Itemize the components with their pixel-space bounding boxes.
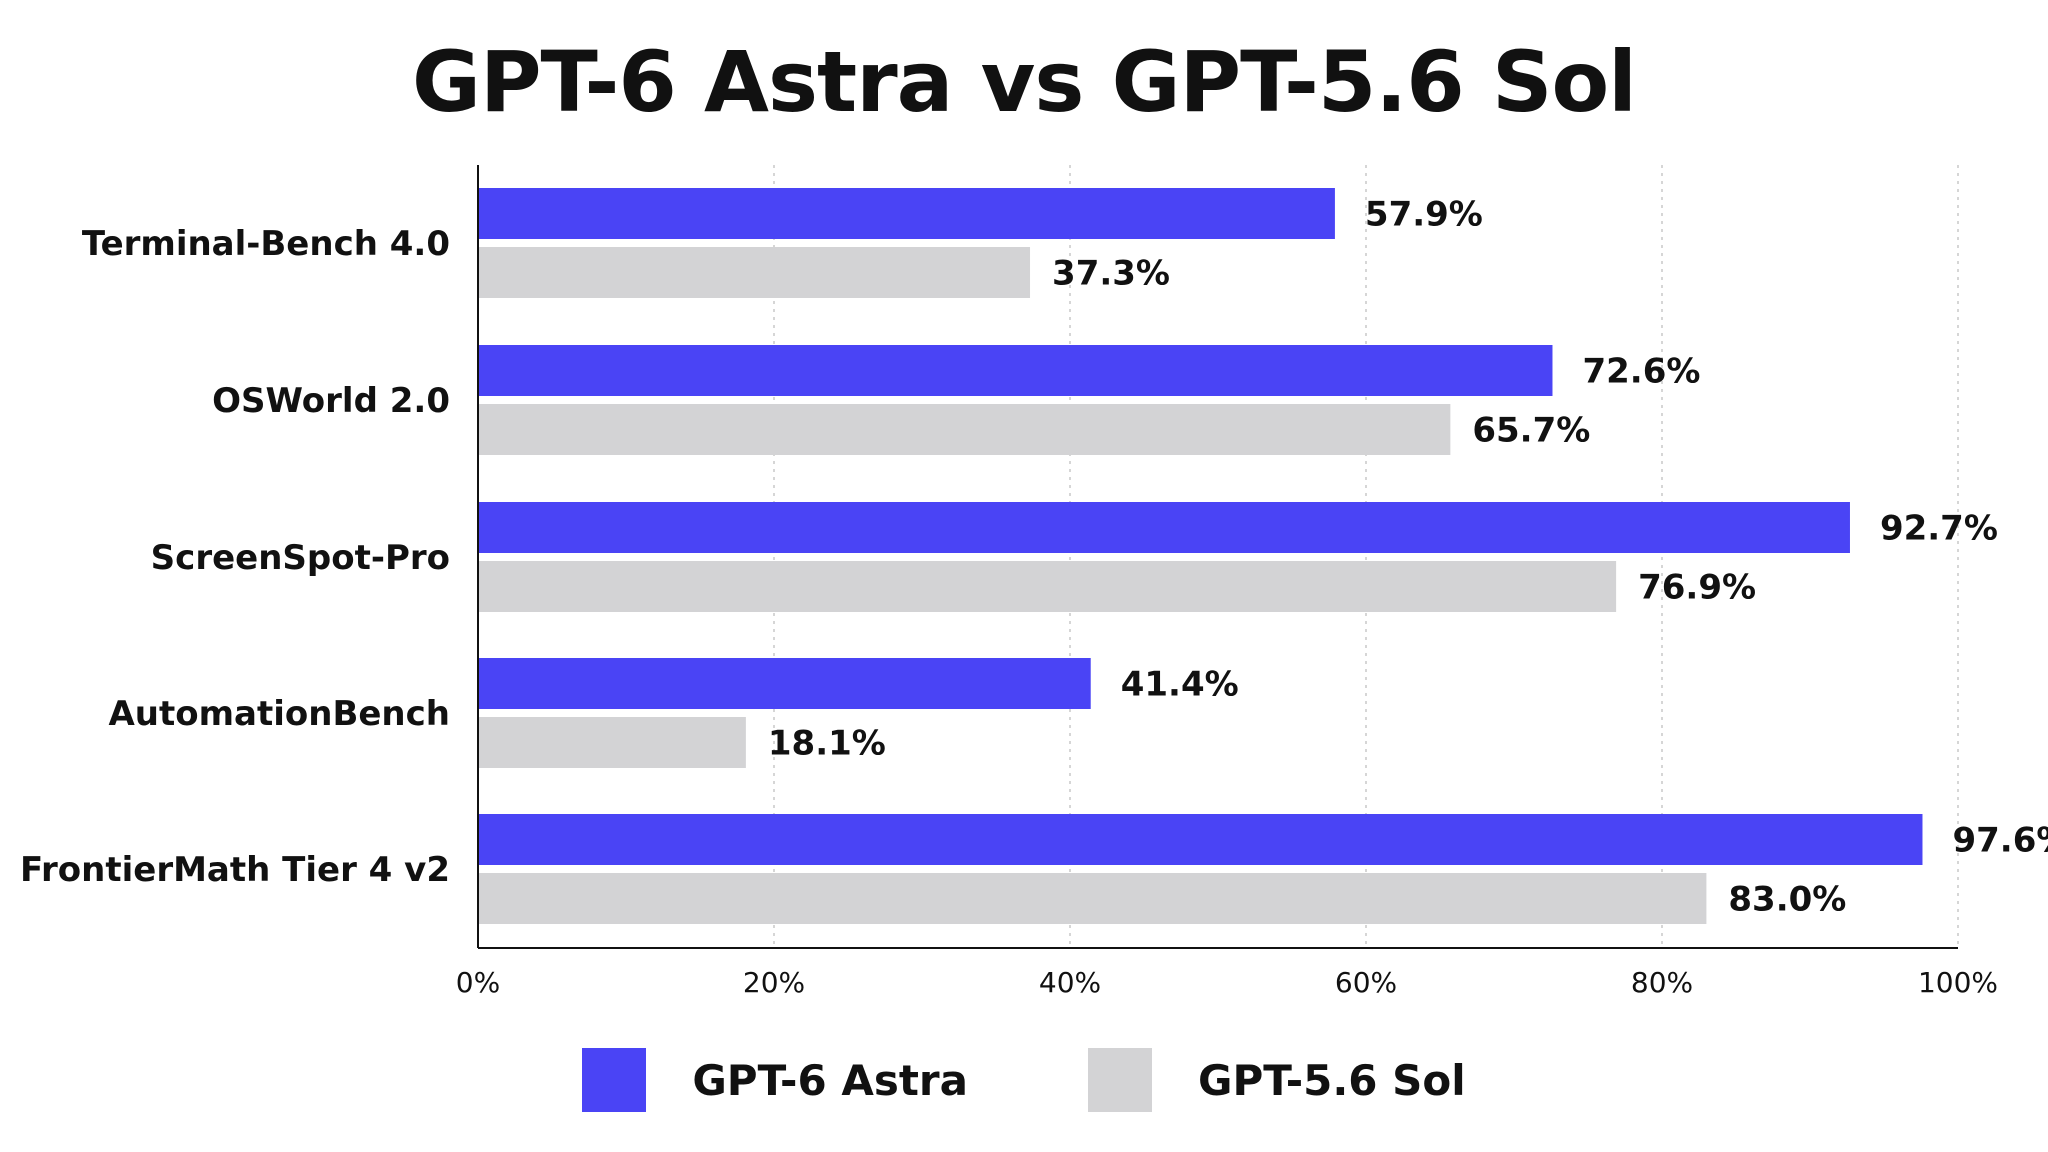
- category-label-osworld-2-0: OSWorld 2.0: [212, 381, 450, 421]
- category-labels: Terminal-Bench 4.0 OSWorld 2.0 ScreenSpot-…: [20, 224, 450, 890]
- value-label-gpt-6-astra-screenspot-pro: 92.7%: [1880, 509, 1998, 549]
- legend-item-gpt-5-6-sol: GPT-5.6 Sol: [1087, 1048, 1466, 1112]
- category-label-frontiermath-tier-4-v2: FrontierMath Tier 4 v2: [20, 850, 450, 890]
- value-label-gpt-5-6-sol-osworld-2-0: 65.7%: [1472, 411, 1590, 451]
- category-label-automationbench: AutomationBench: [108, 694, 450, 734]
- x-tick-label-100: 100%: [1918, 966, 1998, 999]
- value-label-gpt-6-astra-terminal-bench-4-0: 57.9%: [1365, 195, 1483, 235]
- value-label-gpt-5-6-sol-frontiermath-tier-4-v2: 83.0%: [1728, 880, 1846, 920]
- x-tick-label-40: 40%: [1039, 966, 1101, 999]
- bars: [478, 188, 1923, 924]
- category-label-terminal-bench-4-0: Terminal-Bench 4.0: [82, 224, 450, 264]
- chart-title: GPT-6 Astra vs GPT-5.6 Sol: [412, 33, 1637, 131]
- bar-gpt-6-astra-screenspot-pro: [478, 502, 1850, 553]
- legend-label-gpt-6-astra: GPT-6 Astra: [692, 1055, 968, 1105]
- bar-gpt-5-6-sol-terminal-bench-4-0: [478, 247, 1031, 298]
- legend-item-gpt-6-astra: GPT-6 Astra: [582, 1048, 968, 1112]
- x-tick-label-80: 80%: [1631, 966, 1693, 999]
- bar-gpt-5-6-sol-screenspot-pro: [478, 561, 1617, 612]
- value-label-gpt-6-astra-osworld-2-0: 72.6%: [1582, 352, 1700, 392]
- legend-swatch-gpt-5-6-sol: [1087, 1048, 1152, 1112]
- category-label-screenspot-pro: ScreenSpot-Pro: [151, 538, 450, 578]
- bar-gpt-6-astra-frontiermath-tier-4-v2: [478, 814, 1923, 865]
- legend-label-gpt-5-6-sol: GPT-5.6 Sol: [1197, 1055, 1466, 1105]
- bar-gpt-6-astra-terminal-bench-4-0: [478, 188, 1335, 239]
- x-tick-label-20: 20%: [743, 966, 805, 999]
- bar-gpt-5-6-sol-frontiermath-tier-4-v2: [478, 873, 1707, 924]
- legend-swatch-gpt-6-astra: [582, 1048, 647, 1112]
- value-label-gpt-6-astra-automationbench: 41.4%: [1121, 665, 1239, 705]
- value-label-gpt-5-6-sol-terminal-bench-4-0: 37.3%: [1052, 254, 1170, 294]
- bar-gpt-6-astra-automationbench: [478, 658, 1091, 709]
- x-tick-label-60: 60%: [1335, 966, 1397, 999]
- x-tick-labels: 0% 20% 40% 60% 80% 100%: [456, 966, 1998, 999]
- value-label-gpt-5-6-sol-screenspot-pro: 76.9%: [1638, 568, 1756, 608]
- bar-gpt-5-6-sol-osworld-2-0: [478, 404, 1451, 455]
- value-label-gpt-5-6-sol-automationbench: 18.1%: [768, 724, 886, 764]
- legend: GPT-6 Astra GPT-5.6 Sol: [0, 1048, 2048, 1112]
- bar-gpt-6-astra-osworld-2-0: [478, 345, 1553, 396]
- bar-gpt-5-6-sol-automationbench: [478, 717, 746, 768]
- axes: [477, 165, 1958, 949]
- x-tick-label-0: 0%: [456, 966, 500, 999]
- value-label-gpt-6-astra-frontiermath-tier-4-v2: 97.6%: [1952, 821, 2048, 861]
- value-labels: 57.9% 37.3% 72.6% 65.7% 92.7% 76.9% 41.4% 18.1%…: [768, 195, 2048, 920]
